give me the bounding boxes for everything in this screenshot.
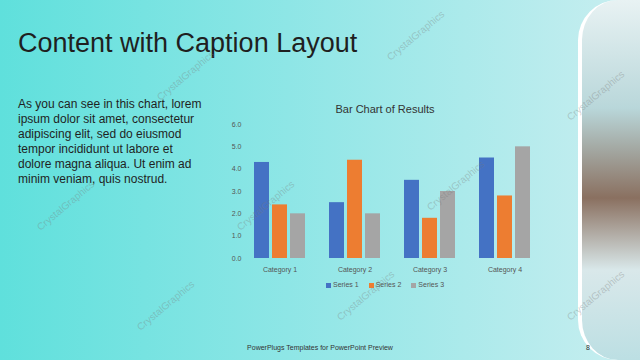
svg-text:1.0: 1.0 [232,232,242,239]
svg-text:5.0: 5.0 [232,143,242,150]
svg-text:2.0: 2.0 [232,210,242,217]
svg-text:Category 3: Category 3 [413,266,447,274]
svg-text:Category 4: Category 4 [488,266,522,274]
svg-text:6.0: 6.0 [232,121,242,128]
svg-text:3.0: 3.0 [232,188,242,195]
svg-text:0.0: 0.0 [232,255,242,262]
svg-text:Category 2: Category 2 [338,266,372,274]
svg-text:4.0: 4.0 [232,165,242,172]
svg-text:Category 1: Category 1 [263,266,297,274]
